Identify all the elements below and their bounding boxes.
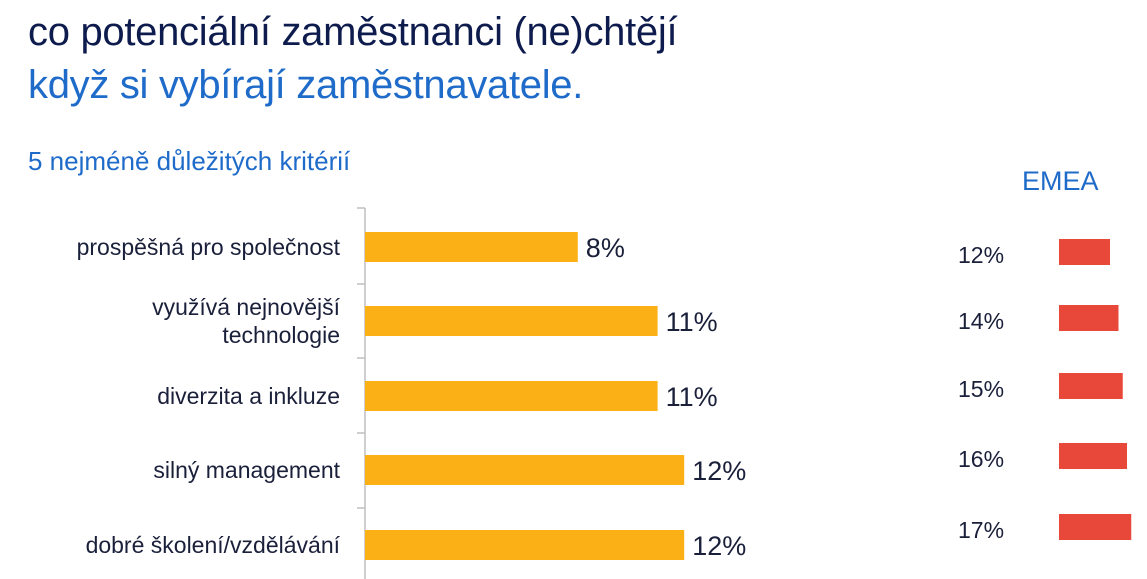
category-label: silný management [153, 457, 340, 483]
category-label: technologie [222, 322, 340, 348]
emea-value-label: 16% [958, 446, 1004, 472]
bar [365, 306, 658, 336]
emea-bar [1059, 373, 1123, 399]
bar-value-label: 12% [692, 456, 746, 486]
emea-value-label: 12% [958, 242, 1004, 268]
emea-bar [1059, 305, 1119, 331]
emea-bar [1059, 514, 1132, 540]
emea-value-label: 15% [958, 376, 1004, 402]
bar-value-label: 11% [666, 382, 718, 412]
bar [365, 381, 658, 411]
category-label: diverzita a inkluze [157, 383, 340, 409]
emea-value-label: 14% [958, 308, 1004, 334]
chart-subtitle: 5 nejméně důležitých kritérií [28, 146, 351, 176]
bar-value-label: 12% [692, 531, 746, 561]
bar-value-label: 8% [586, 233, 625, 263]
title-line-1: co potenciální zaměstnanci (ne)chtějí [28, 10, 678, 54]
emea-value-label: 17% [958, 517, 1004, 543]
bar [365, 455, 685, 485]
bar [365, 530, 685, 560]
bar [365, 232, 578, 262]
category-label: využívá nejnovější [152, 294, 341, 320]
emea-bar [1059, 443, 1127, 469]
emea-header: EMEA [1022, 166, 1099, 196]
emea-bar [1059, 239, 1110, 265]
bar-value-label: 11% [666, 307, 718, 337]
category-label: dobré školení/vzdělávání [86, 532, 341, 558]
title-line-2: když si vybírají zaměstnavatele. [28, 63, 584, 107]
category-label: prospěšná pro společnost [77, 234, 341, 260]
